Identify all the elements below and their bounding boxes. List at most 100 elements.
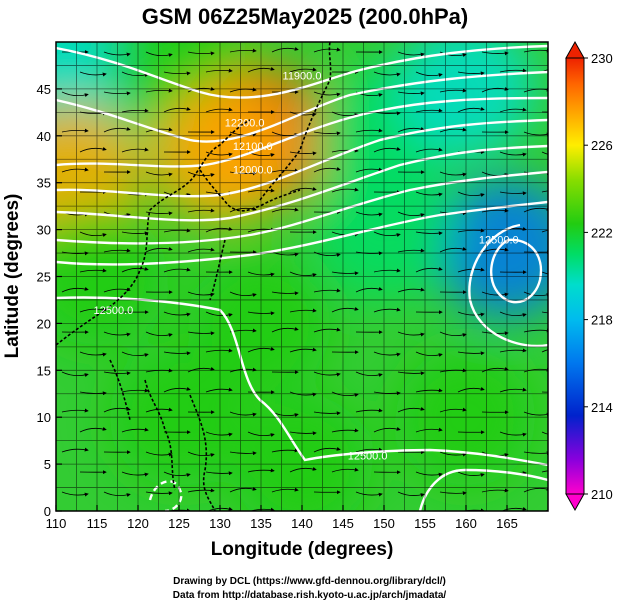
- streamline: [439, 127, 467, 133]
- streamline: [187, 208, 215, 213]
- streamline: [397, 287, 425, 293]
- streamline: [415, 471, 443, 477]
- streamline: [481, 247, 509, 253]
- streamline: [229, 367, 257, 373]
- streamline: [373, 146, 401, 153]
- streamline: [205, 226, 233, 233]
- streamline: [163, 386, 191, 393]
- streamline: [229, 451, 257, 456]
- streamline: [415, 388, 443, 393]
- streamline: [313, 371, 341, 377]
- credit-line-2: Data from http://database.rish.kyoto-u.a…: [172, 590, 447, 601]
- streamline: [481, 51, 509, 56]
- streamline: [499, 387, 527, 393]
- streamline: [271, 448, 299, 453]
- streamline: [313, 91, 341, 97]
- streamline: [289, 186, 317, 193]
- chart-title: GSM 06Z25May2025 (200.0hPa): [142, 4, 469, 29]
- streamline: [332, 512, 358, 515]
- streamline: [541, 431, 548, 435]
- streamline: [541, 151, 548, 155]
- streamline: [103, 248, 131, 253]
- streamline: [457, 471, 485, 478]
- y-axis-ticks: 0 5 10 15 20 25 30 35 40 45: [37, 82, 62, 519]
- streamline: [439, 88, 467, 93]
- streamline: [103, 126, 131, 133]
- credit-line-1: Drawing by DCL (https://www.gfd-dennou.o…: [173, 576, 446, 587]
- streamline: [229, 48, 257, 53]
- x-axis-ticks: 110 115 120 125 130 135 140 145 150 155 160 165: [46, 505, 518, 531]
- streamline: [457, 191, 485, 198]
- streamline: [397, 126, 425, 133]
- contour-label: 12100.0: [233, 141, 273, 153]
- streamline: [397, 91, 425, 96]
- streamline: [331, 271, 359, 276]
- x-tick-label: 140: [291, 516, 313, 531]
- streamline: [61, 371, 89, 378]
- streamline: [121, 351, 149, 358]
- streamline: [207, 506, 233, 511]
- streamline: [121, 108, 149, 113]
- streamline: [247, 346, 275, 353]
- x-tick-label: 110: [46, 516, 67, 531]
- streamline: [355, 286, 383, 293]
- streamline: [355, 211, 383, 217]
- streamline: [79, 351, 107, 357]
- streamline: [373, 268, 401, 273]
- streamline: [499, 191, 527, 196]
- streamline: [229, 171, 257, 176]
- x-tick-label: 125: [168, 516, 190, 531]
- contour-line: [56, 96, 548, 168]
- y-axis-label: Latitude (degrees): [2, 194, 23, 359]
- streamline: [331, 467, 359, 473]
- streamline: [163, 228, 191, 233]
- streamline: [121, 471, 149, 477]
- streamline: [247, 188, 275, 193]
- colorbar-tick-label: 222: [591, 225, 613, 240]
- streamline: [415, 191, 443, 197]
- y-tick-label: 25: [37, 270, 51, 285]
- streamline: [313, 327, 341, 333]
- streamline: [541, 349, 548, 353]
- y-tick-label: 15: [37, 363, 51, 378]
- colorbar-tick-label: 218: [591, 313, 613, 328]
- streamline: [397, 406, 425, 413]
- contour-line: [490, 238, 543, 304]
- colorbar-tick-label: 210: [591, 487, 613, 502]
- streamline: [187, 451, 215, 458]
- streamline: [205, 311, 233, 318]
- streamline: [121, 388, 149, 393]
- streamline: [373, 231, 401, 238]
- streamline: [355, 167, 383, 173]
- streamline: [416, 512, 442, 513]
- streamline: [373, 71, 401, 77]
- streamline: [481, 366, 509, 373]
- streamline: [355, 371, 383, 378]
- streamline: [397, 51, 425, 57]
- streamline: [331, 391, 359, 398]
- streamline: [373, 307, 401, 313]
- streamline: [331, 306, 359, 313]
- streamline: [415, 427, 443, 433]
- streamline: [271, 168, 299, 173]
- streamline: [439, 171, 467, 177]
- streamline: [61, 408, 89, 413]
- streamline: [541, 229, 548, 233]
- streamline: [415, 147, 443, 153]
- streamline: [457, 267, 485, 273]
- streamline: [205, 348, 233, 353]
- streamline: [331, 148, 359, 153]
- streamline: [229, 486, 257, 493]
- streamline: [163, 471, 191, 478]
- streamline: [397, 211, 425, 218]
- streamline: [163, 351, 191, 356]
- contour-line: [56, 296, 548, 467]
- streamline: [439, 51, 467, 58]
- streamline: [355, 447, 383, 453]
- x-axis-label: Longitude (degrees): [211, 539, 394, 560]
- x-tick-label: 120: [127, 516, 149, 531]
- streamline: [163, 106, 191, 113]
- streamline: [289, 67, 317, 73]
- contour-labels: 12500.0 12500.0 12500.0 12200.0 12100.0 12000…: [94, 71, 519, 463]
